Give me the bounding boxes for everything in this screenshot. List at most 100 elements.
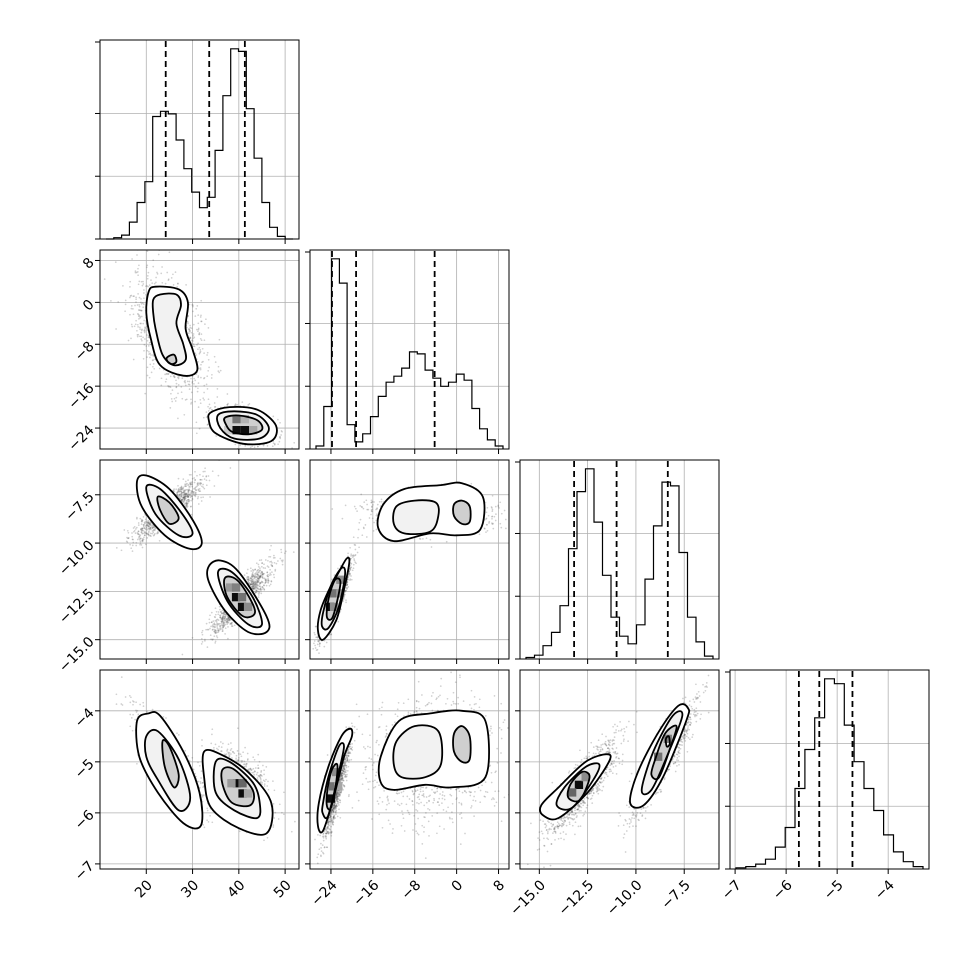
sample-point — [184, 497, 187, 500]
sample-point — [183, 503, 186, 505]
sample-point — [194, 479, 196, 481]
sample-point — [131, 544, 134, 547]
panel-frame — [99, 459, 300, 660]
sample-point — [144, 527, 146, 529]
sample-point — [197, 375, 200, 377]
sample-point — [170, 398, 173, 400]
contour-line — [223, 575, 256, 619]
sample-point — [258, 569, 261, 572]
sample-point — [164, 282, 167, 285]
sample-point — [185, 489, 187, 491]
sample-point — [223, 624, 226, 627]
sample-point — [216, 626, 218, 628]
sample-point — [261, 571, 264, 573]
sample-point — [233, 624, 236, 627]
sample-point — [136, 334, 139, 336]
sample-point — [167, 372, 170, 375]
sample-point — [134, 270, 137, 272]
sample-point — [177, 283, 179, 285]
sample-point — [137, 522, 140, 524]
sample-point — [200, 482, 202, 485]
sample-point — [196, 474, 198, 477]
sample-point — [219, 626, 221, 628]
sample-point — [147, 526, 150, 528]
sample-point — [141, 538, 144, 540]
hist-panel-3: −7 −6 −5 −4 — [719, 669, 930, 903]
sample-point — [267, 566, 270, 568]
sample-point — [145, 543, 147, 546]
sample-point — [137, 293, 139, 295]
sample-point — [143, 349, 145, 352]
sample-point — [146, 524, 149, 526]
sample-point — [144, 338, 146, 340]
sample-point — [202, 397, 205, 400]
sample-point — [181, 498, 183, 501]
sample-point — [199, 402, 202, 405]
sample-point — [186, 502, 189, 505]
sample-point — [256, 584, 259, 586]
sample-point — [157, 532, 160, 534]
sample-point — [244, 445, 247, 447]
sample-point — [182, 501, 185, 504]
sample-point — [143, 331, 146, 334]
sample-point — [256, 570, 258, 572]
sample-point — [227, 616, 230, 619]
sample-point — [142, 539, 144, 542]
sample-point — [140, 331, 143, 334]
sample-point — [292, 551, 295, 553]
sample-point — [187, 383, 190, 386]
sample-point — [256, 589, 258, 592]
sample-point — [249, 577, 252, 580]
sample-point — [151, 359, 154, 362]
sample-point — [177, 477, 180, 480]
sample-point — [148, 522, 150, 525]
sample-point — [222, 616, 225, 618]
sample-point — [203, 377, 205, 380]
sample-point — [214, 632, 217, 634]
sample-point — [205, 622, 208, 625]
sample-point — [188, 330, 191, 333]
sample-point — [251, 587, 254, 590]
sample-point — [221, 617, 224, 619]
hist-panel-2 — [515, 459, 720, 664]
sample-point — [264, 581, 267, 584]
sample-point — [180, 495, 183, 498]
sample-point — [129, 296, 131, 299]
sample-point — [221, 617, 224, 620]
sample-point — [254, 584, 257, 587]
sample-point — [260, 580, 263, 583]
sample-point — [183, 496, 185, 499]
sample-point — [192, 310, 194, 313]
sample-point — [204, 638, 206, 641]
sample-point — [249, 583, 252, 586]
panel-frame — [99, 39, 300, 240]
sample-point — [182, 494, 185, 497]
sample-point — [152, 528, 155, 531]
sample-point — [190, 403, 192, 405]
sample-point — [258, 583, 261, 586]
sample-point — [211, 639, 214, 641]
sample-point — [259, 582, 261, 585]
panel-frame — [729, 669, 930, 870]
sample-point — [187, 491, 190, 493]
sample-point — [225, 621, 228, 624]
sample-point — [143, 521, 146, 524]
sample-point — [198, 482, 201, 485]
sample-point — [289, 452, 291, 454]
sample-point — [221, 618, 224, 621]
sample-point — [192, 493, 195, 495]
sample-point — [221, 620, 224, 623]
sample-point — [199, 351, 201, 354]
sample-point — [213, 615, 216, 618]
sample-point — [143, 328, 146, 331]
sample-point — [158, 539, 161, 542]
sample-point — [246, 577, 248, 579]
sample-point — [192, 334, 195, 337]
sample-point — [266, 571, 269, 574]
sample-point — [250, 582, 253, 584]
sample-point — [154, 528, 156, 530]
sample-point — [153, 282, 156, 285]
sample-point — [259, 585, 261, 588]
sample-point — [273, 576, 276, 579]
sample-point — [250, 585, 253, 588]
